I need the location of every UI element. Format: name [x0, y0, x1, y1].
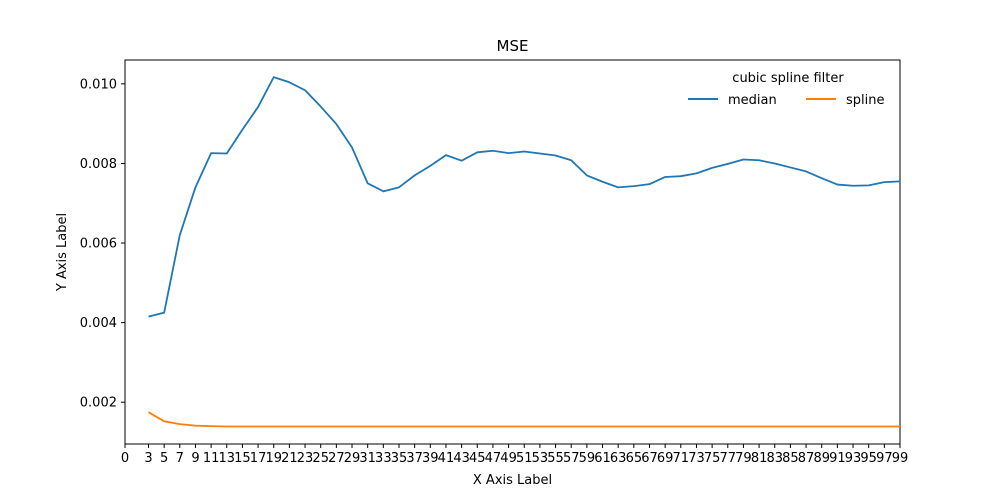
- x-tick-label: 0: [121, 451, 129, 466]
- x-tick-label: 9: [191, 451, 199, 466]
- x-tick-label: 67: [641, 451, 658, 466]
- x-tick-label: 87: [798, 451, 815, 466]
- x-tick-label: 19: [265, 451, 282, 466]
- x-tick-label: 61: [594, 451, 611, 466]
- y-tick-label: 0.004: [80, 316, 117, 331]
- x-tick-label: 17: [250, 451, 267, 466]
- x-tick-label: 33: [375, 451, 392, 466]
- x-tick-label: 51: [516, 451, 533, 466]
- x-tick-label: 93: [845, 451, 862, 466]
- x-tick-label: 77: [720, 451, 737, 466]
- x-tick-label: 69: [657, 451, 674, 466]
- x-tick-label: 21: [281, 451, 298, 466]
- y-axis-ticks: 0.002 0.004 0.006 0.008 0.010: [80, 77, 125, 411]
- x-tick-label: 47: [485, 451, 502, 466]
- x-tick-label: 85: [782, 451, 799, 466]
- x-tick-label: 35: [391, 451, 408, 466]
- x-tick-label: 5: [160, 451, 168, 466]
- x-tick-label: 25: [312, 451, 329, 466]
- x-axis-ticks: 0 3 5 7 9 11 13 15 17 19 21 23 25 27 29 31 33 35 37 39 41 43 4…: [121, 444, 908, 466]
- x-tick-label: 63: [610, 451, 627, 466]
- y-tick-label: 0.006: [80, 237, 117, 252]
- x-tick-label: 99: [892, 451, 909, 466]
- series-line-spline: [148, 411, 900, 428]
- x-tick-label: 7: [176, 451, 184, 466]
- x-tick-label: 3: [144, 451, 152, 466]
- plot-frame: [124, 59, 901, 445]
- x-tick-label: 97: [876, 451, 893, 466]
- x-tick-label: 15: [234, 451, 251, 466]
- x-tick-label: 65: [626, 451, 643, 466]
- y-tick-label: 0.008: [80, 157, 117, 172]
- x-tick-label: 29: [344, 451, 361, 466]
- x-tick-label: 55: [547, 451, 564, 466]
- x-tick-label: 57: [563, 451, 580, 466]
- plot-area: [124, 59, 901, 445]
- x-tick-label: 83: [766, 451, 783, 466]
- chart-title: MSE: [497, 37, 529, 55]
- x-tick-label: 41: [438, 451, 455, 466]
- x-tick-label: 31: [359, 451, 376, 466]
- y-tick-label: 0.010: [80, 77, 117, 92]
- series-layer: [148, 76, 901, 428]
- x-tick-label: 89: [813, 451, 830, 466]
- x-tick-label: 73: [688, 451, 705, 466]
- legend-title: cubic spline filter: [732, 71, 844, 86]
- x-tick-label: 11: [203, 451, 220, 466]
- x-tick-label: 37: [406, 451, 423, 466]
- series-line-median: [148, 76, 901, 318]
- legend-label-spline: spline: [846, 93, 885, 108]
- legend-label-median: median: [728, 93, 777, 108]
- y-axis-title: Y Axis Label: [55, 213, 70, 292]
- x-tick-label: 71: [673, 451, 690, 466]
- x-tick-label: 13: [218, 451, 235, 466]
- x-tick-label: 81: [751, 451, 768, 466]
- x-tick-label: 75: [704, 451, 721, 466]
- x-tick-label: 79: [735, 451, 752, 466]
- x-tick-label: 59: [579, 451, 596, 466]
- x-tick-label: 49: [500, 451, 517, 466]
- x-tick-label: 53: [532, 451, 549, 466]
- x-axis-title: X Axis Label: [473, 473, 552, 488]
- x-tick-label: 43: [453, 451, 470, 466]
- x-tick-label: 95: [860, 451, 877, 466]
- x-tick-label: 91: [829, 451, 846, 466]
- x-tick-label: 45: [469, 451, 486, 466]
- x-tick-label: 27: [328, 451, 345, 466]
- x-tick-label: 39: [422, 451, 439, 466]
- y-tick-label: 0.002: [80, 396, 117, 411]
- x-tick-label: 23: [297, 451, 314, 466]
- legend: cubic spline filter median spline: [688, 71, 885, 108]
